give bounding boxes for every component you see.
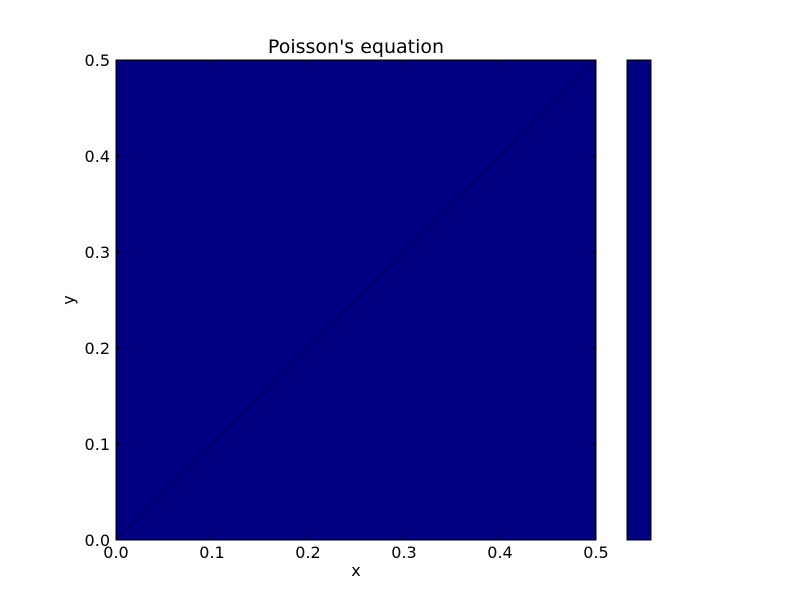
plot-area xyxy=(115,59,597,541)
contour-line xyxy=(115,59,597,541)
chart-title: Poisson's equation xyxy=(268,36,444,58)
y-tick-label: 0.1 xyxy=(85,435,110,454)
x-tick-label: 0.4 xyxy=(487,543,512,562)
y-axis-ticks: 0.0 0.1 0.2 0.3 0.4 0.5 xyxy=(85,51,596,550)
x-tick-label: 0.0 xyxy=(103,543,128,562)
x-tick-label: 0.5 xyxy=(583,543,608,562)
x-tick-label: 0.3 xyxy=(391,543,416,562)
x-tick-label: 0.2 xyxy=(295,543,320,562)
y-tick-label: 0.5 xyxy=(85,51,110,70)
x-axis-ticks: 0.0 0.1 0.2 0.3 0.4 0.5 xyxy=(103,60,609,562)
x-tick-label: 0.1 xyxy=(199,543,224,562)
y-tick-label: 0.4 xyxy=(85,147,110,166)
y-axis-label: y xyxy=(59,295,78,304)
x-axis-label: x xyxy=(351,561,360,580)
plot-frame xyxy=(115,59,597,541)
y-tick-label: 0.2 xyxy=(85,339,110,358)
y-tick-label: 0.0 xyxy=(85,531,110,550)
y-tick-label: 0.3 xyxy=(85,243,110,262)
colorbar xyxy=(626,59,652,541)
